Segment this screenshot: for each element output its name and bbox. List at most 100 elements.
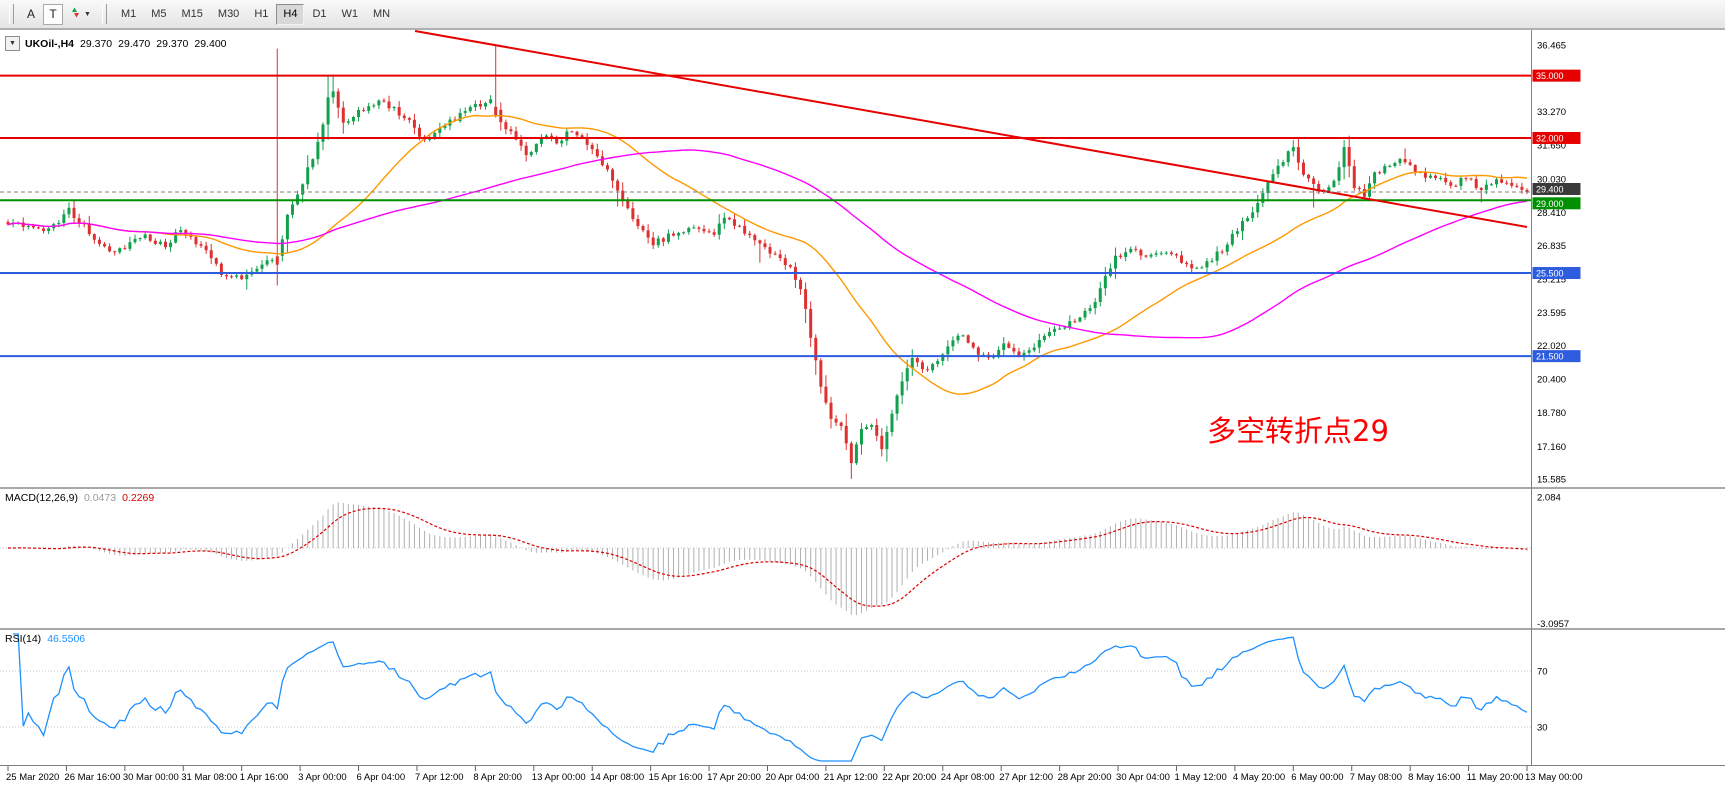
svg-text:29.000: 29.000 [1536,199,1564,209]
price-tag-29.400: 29.400 [1532,182,1581,195]
time-axis-label: 13 Apr 00:00 [532,772,586,783]
moving-average-ma-slow [7,149,1528,339]
svg-text:29.400: 29.400 [1536,184,1564,194]
time-axis-label: 25 Mar 2020 [6,772,59,783]
moving-average-ma-fast [7,114,1528,395]
price-axis-tick: 28.410 [1537,208,1566,219]
time-axis-label: 17 Apr 20:00 [707,772,761,783]
time-axis-label: 28 Apr 20:00 [1058,772,1112,783]
macd-histogram [12,502,1528,616]
price-tag-29.000: 29.000 [1532,197,1581,210]
price-tag-25.500: 25.500 [1532,267,1581,280]
text-label-tool-button[interactable]: A [21,4,41,25]
price-axis-tick: 17.160 [1537,442,1566,453]
time-axis-label: 1 May 12:00 [1174,772,1226,783]
timeframe-button-M1[interactable]: M1 [114,4,143,25]
timeframe-button-M15[interactable]: M15 [175,4,210,25]
price-axis-tick: 36.465 [1537,41,1566,52]
time-axis-label: 20 Apr 04:00 [766,772,820,783]
macd-indicator-header: MACD(12,26,9) 0.0473 0.2269 [5,492,154,504]
timeframe-button-W1[interactable]: W1 [335,4,366,25]
rsi-value: 46.5506 [47,633,86,645]
time-axis-label: 4 May 20:00 [1233,772,1285,783]
ohlc-open: 29.370 [80,37,113,50]
time-axis-label: 13 May 00:00 [1525,772,1583,783]
descending-trendline [414,30,1528,228]
time-axis-label: 15 Apr 16:00 [649,772,703,783]
text-tool-button[interactable]: T [43,3,63,25]
time-axis-label: 21 Apr 12:00 [824,772,878,783]
time-axis-label: 7 Apr 12:00 [415,772,464,783]
macd-signal-line [8,507,1528,607]
macd-value-main: 0.0473 [83,492,117,504]
arrows-tool-button[interactable]: ▼ [65,4,95,25]
toolbar-grip[interactable] [9,4,14,24]
timeframe-button-M30[interactable]: M30 [211,4,246,25]
svg-text:35.000: 35.000 [1536,71,1564,81]
symbol-period-label: UKOil-,H4 [25,37,75,50]
rsi-label: RSI(14) [5,633,42,645]
chart-ohlc-header: ▼ UKOil-,H4 29.370 29.470 29.370 29.400 [5,36,227,51]
macd-axis-label: -3.0957 [1537,619,1569,630]
chevron-down-icon: ▼ [84,10,91,18]
price-tag-21.500: 21.500 [1532,350,1581,363]
arrows-tool-icon [69,6,82,22]
time-axis-label: 6 Apr 04:00 [357,772,406,783]
rsi-axis-label: 30 [1537,723,1548,734]
macd-label: MACD(12,26,9) [5,492,78,504]
price-tag-32.000: 32.000 [1532,131,1581,144]
time-axis-label: 11 May 20:00 [1467,772,1524,783]
price-axis-tick: 18.780 [1537,408,1566,419]
macd-value-signal: 0.2269 [122,492,155,504]
time-axis-label: 7 May 08:00 [1350,772,1402,783]
price-axis-tick: 22.020 [1537,341,1566,352]
price-axis-tick: 31.650 [1537,141,1566,152]
timeframe-button-H4[interactable]: H4 [276,3,305,25]
time-axis-label: 14 Apr 08:00 [590,772,644,783]
price-tag-35.000: 35.000 [1532,69,1581,82]
symbol-dropdown-icon[interactable]: ▼ [5,36,20,51]
chart-text-annotation: 多空转折点29 [1207,414,1389,448]
time-axis-label: 1 Apr 16:00 [240,772,289,783]
timeframe-button-M5[interactable]: M5 [144,4,173,25]
svg-text:25.500: 25.500 [1536,269,1564,279]
timeframe-toolbar: M1 M5 M15 M30 H1 H4 D1 W1 MN [114,3,397,25]
price-axis-tick: 26.835 [1537,241,1566,252]
ohlc-high: 29.470 [118,37,151,50]
time-axis-label: 6 May 00:00 [1291,772,1343,783]
toolbar: A T ▼ M1 M5 M15 M30 H1 H4 D1 W1 MN [0,0,1725,29]
time-axis-label: 8 May 16:00 [1408,772,1460,783]
time-axis-label: 26 Mar 16:00 [64,772,120,783]
timeframe-button-D1[interactable]: D1 [305,4,333,25]
svg-text:32.000: 32.000 [1536,133,1564,143]
time-axis-label: 31 Mar 08:00 [181,772,237,783]
time-axis-label: 3 Apr 00:00 [298,772,347,783]
price-axis-tick: 23.595 [1537,308,1566,319]
svg-text:21.500: 21.500 [1536,352,1564,362]
time-axis: 25 Mar 2020 26 Mar 16:00 30 Mar 00:00 31 Ma… [6,766,1583,783]
timeframe-button-H1[interactable]: H1 [247,4,275,25]
price-axis-tick: 30.030 [1537,174,1566,185]
ohlc-close: 29.400 [194,37,227,50]
time-axis-label: 30 Mar 00:00 [123,772,179,783]
time-axis-label: 24 Apr 08:00 [941,772,995,783]
rsi-axis-label: 70 [1537,667,1548,678]
price-axis-tick: 25.215 [1537,274,1566,285]
timeframe-button-MN[interactable]: MN [366,4,397,25]
price-axis-tick: 15.585 [1537,475,1566,486]
time-axis-label: 27 Apr 12:00 [999,772,1053,783]
toolbar-grip-2[interactable] [101,4,107,24]
time-axis-label: 22 Apr 20:00 [882,772,936,783]
rsi-line [13,633,1528,762]
macd-axis-label: 2.084 [1537,493,1561,504]
rsi-indicator-header: RSI(14) 46.5506 [5,633,85,645]
price-axis-tick: 20.400 [1537,374,1566,385]
price-axis-ticks: 36.465 33.270 31.650 30.030 28.410 26.835 25.2… [1537,41,1566,486]
price-axis-tick: 33.270 [1537,107,1566,118]
time-axis-label: 30 Apr 04:00 [1116,772,1170,783]
candlestick-series [6,45,1529,479]
time-axis-label: 8 Apr 20:00 [473,772,522,783]
ohlc-low: 29.370 [156,37,189,50]
